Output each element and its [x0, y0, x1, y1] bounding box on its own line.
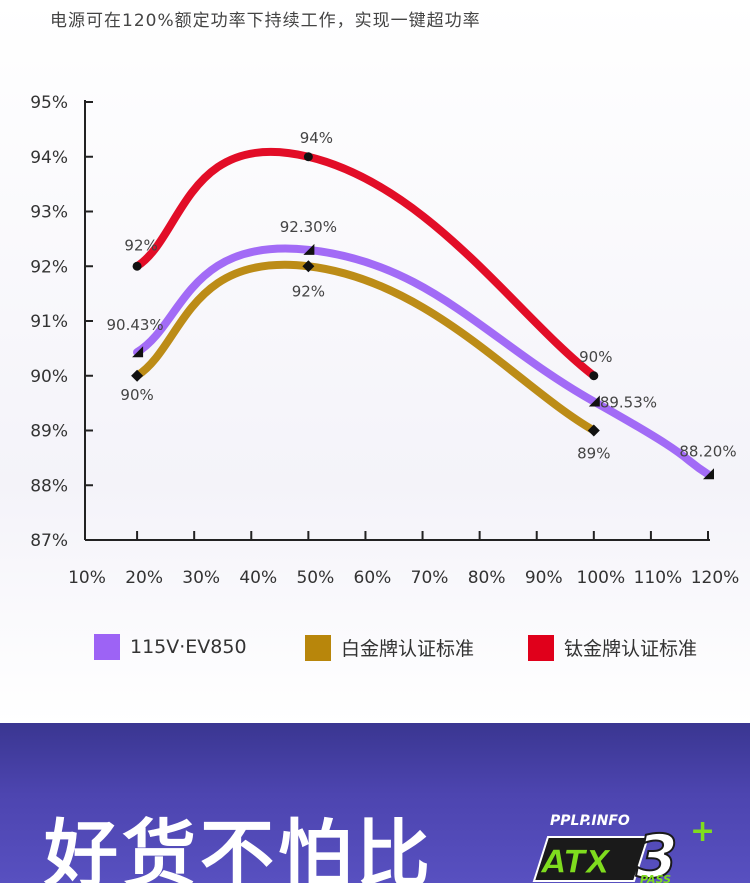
legend-label-platinum: 白金牌认证标准 [341, 638, 475, 660]
marker-platinum [302, 260, 315, 273]
marker-titanium [303, 152, 313, 162]
badge-main: ATX [539, 843, 612, 881]
chart-axes: 87% 88% 89% 90% 91% 92% 93% 94% 95% 10% 20% 30% 40% 5… [30, 93, 739, 588]
marker-platinum [131, 369, 144, 382]
x-tick-label: 60% [354, 568, 392, 588]
series-markers [131, 152, 714, 480]
data-labels: 90.43% 92.30% 89.53% 88.20% 90% 92% 89% 92% 94% 9… [106, 129, 736, 463]
x-tick-label: 120% [691, 568, 740, 588]
badge-plus: + [690, 814, 715, 849]
y-tick-label: 94% [30, 148, 68, 168]
data-label: 89% [577, 445, 610, 463]
marker-titanium [132, 261, 142, 271]
data-label: 92% [292, 282, 325, 300]
legend-label-ev850: 115V·EV850 [130, 636, 247, 658]
x-tick-label: 80% [468, 568, 506, 588]
marker-ev850 [703, 468, 714, 480]
legend-swatch-titanium [528, 634, 554, 661]
y-tick-label: 93% [30, 203, 68, 223]
series-line-1 [133, 260, 598, 435]
data-label: 92% [124, 236, 157, 254]
series-line-0 [133, 244, 712, 479]
legend-item-ev850: 115V·EV850 [94, 634, 247, 660]
marker-ev850 [303, 243, 315, 255]
series-curves [133, 147, 712, 479]
y-tick-label: 91% [30, 312, 68, 332]
banner-title: 好货不怕比 [44, 812, 434, 883]
legend-swatch-ev850 [94, 634, 120, 660]
x-tick-label: 40% [239, 568, 277, 588]
chart-legend: 115V·EV850 白金牌认证标准 钛金牌认证标准 [0, 634, 750, 664]
y-tick-label: 92% [30, 257, 68, 277]
marker-ev850 [588, 395, 600, 407]
y-tick-label: 87% [30, 531, 68, 551]
legend-item-platinum: 白金牌认证标准 [305, 634, 474, 661]
legend-swatch-platinum [305, 634, 331, 661]
marker-titanium [589, 371, 599, 381]
x-tick-label: 10% [68, 568, 106, 588]
efficiency-line-chart: 87% 88% 89% 90% 91% 92% 93% 94% 95% 10% 20% 30% 40% 5… [30, 93, 739, 588]
data-label: 90.43% [106, 316, 163, 334]
data-label: 90% [579, 348, 612, 366]
marker-ev850 [132, 346, 144, 358]
data-label: 94% [300, 129, 333, 147]
data-label: 92.30% [280, 218, 337, 236]
data-label: 90% [120, 386, 153, 404]
legend-item-titanium: 钛金牌认证标准 [528, 634, 697, 661]
y-tick-label: 89% [30, 422, 68, 442]
x-tick-label: 30% [182, 568, 220, 588]
legend-label-titanium: 钛金牌认证标准 [564, 638, 698, 660]
badge-number: 3 [636, 822, 678, 883]
marker-platinum [587, 424, 600, 437]
x-tick-label: 50% [296, 568, 334, 588]
y-tick-label: 95% [30, 93, 68, 113]
badge-pass: PASS [640, 873, 671, 883]
x-tick-label: 100% [577, 568, 626, 588]
chart-subtitle: 电源可在120%额定功率下持续工作，实现一键超功率 [50, 11, 481, 31]
data-label: 89.53% [600, 393, 657, 411]
badge-site: PPLP.INFO [550, 813, 630, 829]
y-tick-label: 90% [30, 367, 68, 387]
x-tick-label: 90% [525, 568, 563, 588]
x-tick-label: 110% [634, 568, 683, 588]
y-tick-label: 88% [30, 476, 68, 496]
badge-plate [532, 836, 650, 882]
x-tick-label: 70% [411, 568, 449, 588]
atx3-pass-badge: PPLP.INFO ATX 3 + PASS [532, 813, 715, 883]
promo-banner: 好货不怕比 PPLP.INFO ATX 3 + PASS [0, 723, 750, 883]
data-label: 88.20% [679, 442, 736, 460]
x-tick-label: 20% [125, 568, 163, 588]
